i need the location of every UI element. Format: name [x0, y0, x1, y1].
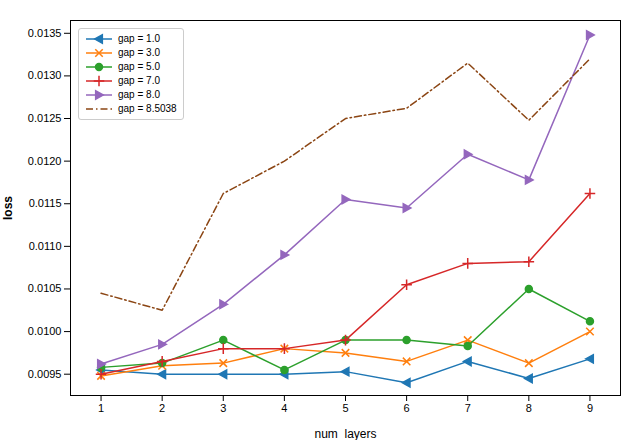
svg-text:2: 2 — [159, 402, 165, 414]
html-text:gap = 5.0: gap = 5.0 — [118, 61, 160, 72]
html-text:gap = 7.0: gap = 7.0 — [118, 75, 160, 86]
html-text:gap = 8.0: gap = 8.0 — [118, 89, 160, 100]
svg-text:9: 9 — [587, 402, 593, 414]
svg-text:0.0120: 0.0120 — [28, 155, 62, 167]
html-text:gap = 1.0: gap = 1.0 — [118, 33, 160, 44]
svg-text:loss: loss — [1, 196, 15, 220]
svg-text:0.0095: 0.0095 — [28, 368, 62, 380]
svg-text:0.0105: 0.0105 — [28, 282, 62, 294]
svg-text:1: 1 — [98, 402, 104, 414]
svg-text:num_layers: num_layers — [314, 427, 376, 441]
svg-text:0.0110: 0.0110 — [29, 240, 62, 252]
svg-text:0.0135: 0.0135 — [28, 27, 62, 39]
svg-text:0.0125: 0.0125 — [28, 112, 62, 124]
svg-text:0.0130: 0.0130 — [28, 69, 62, 81]
svg-text:5: 5 — [342, 402, 348, 414]
html-text:gap = 8.5038: gap = 8.5038 — [118, 103, 177, 114]
html-text:gap = 3.0: gap = 3.0 — [118, 47, 160, 58]
svg-text:8: 8 — [526, 402, 532, 414]
svg-text:0.0115: 0.0115 — [29, 197, 62, 209]
svg-text:7: 7 — [465, 402, 471, 414]
svg-text:6: 6 — [404, 402, 410, 414]
svg-text:3: 3 — [220, 402, 226, 414]
svg-text:0.0100: 0.0100 — [28, 325, 62, 337]
svg-text:4: 4 — [281, 402, 287, 414]
